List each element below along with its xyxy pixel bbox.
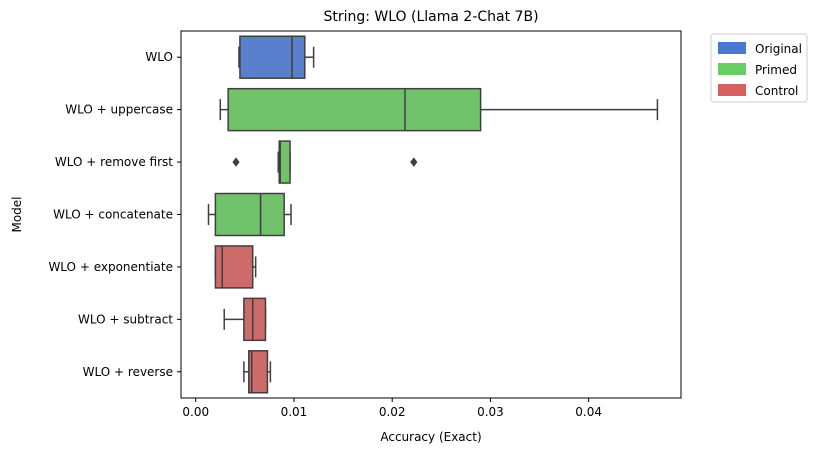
box-5 [223,297,267,342]
box-rect-3 [214,192,285,237]
outlier-2-0 [232,157,240,167]
y-tick-label-2: WLO + remove first [55,155,173,169]
x-axis-label: Accuracy (Exact) [380,430,481,444]
legend-swatch-0 [718,42,746,54]
y-tick-label-4: WLO + exponentiate [48,260,173,274]
box-6 [243,350,272,394]
box-4 [214,245,257,289]
y-tick-label-0: WLO [145,50,173,64]
box-rect-1 [227,87,482,132]
chart-title: String: WLO (Llama 2-Chat 7B) [323,9,538,25]
plot-area [207,35,659,394]
y-tick-label-3: WLO + concatenate [53,208,173,222]
box-rect-4 [214,245,254,289]
box-1 [219,87,659,132]
legend-label-0: Original [755,42,802,56]
box-2 [232,140,418,184]
legend-swatch-1 [718,63,746,75]
x-tick-label-4: 0.04 [575,405,602,419]
x-tick-label-3: 0.03 [477,405,504,419]
box-rect-2 [278,140,291,184]
x-axis: 0.00 0.01 0.02 0.03 0.04 [182,398,602,419]
box-rect-5 [243,297,267,342]
box-0 [238,35,315,79]
box-3 [207,192,292,237]
y-tick-label-6: WLO + reverse [83,365,173,379]
y-tick-label-5: WLO + subtract [78,312,173,326]
legend-swatch-2 [718,84,746,96]
x-tick-label-0: 0.00 [182,405,209,419]
legend: Original Primed Control [710,33,808,103]
box-rect-0 [239,35,306,79]
x-tick-label-1: 0.01 [281,405,308,419]
box-rect-6 [248,350,269,394]
y-tick-label-1: WLO + uppercase [65,103,173,117]
y-axis-label: Model [10,196,24,232]
x-tick-label-2: 0.02 [379,405,406,419]
outlier-2-1 [410,157,418,167]
legend-label-1: Primed [755,63,797,77]
y-axis: WLO WLO + uppercase WLO + remove first WLO … [48,50,181,379]
legend-label-2: Control [755,84,798,98]
